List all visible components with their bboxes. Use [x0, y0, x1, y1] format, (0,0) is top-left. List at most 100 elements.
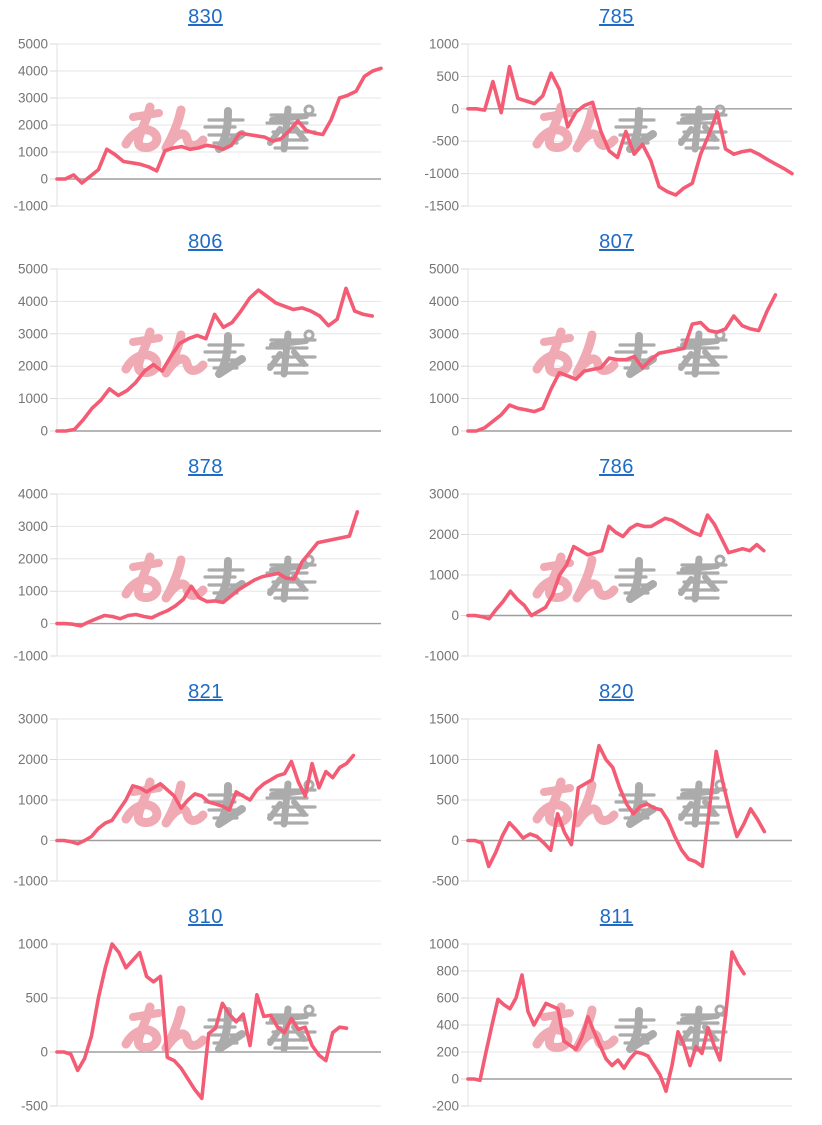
y-axis-tick-label: -500 [21, 1099, 48, 1114]
y-axis-tick-label: 0 [451, 1072, 459, 1087]
line-chart: 4000 3000 2000 1000 0 -1000 [13, 487, 381, 664]
chart-title-link[interactable]: 806 [188, 230, 223, 253]
y-axis-tick-label: 3000 [18, 519, 48, 534]
y-axis-tick-label: 1000 [429, 391, 459, 406]
data-line [466, 64, 794, 197]
y-axis-tick-label: -1000 [13, 874, 48, 889]
y-axis-tick-label: 0 [40, 172, 48, 187]
y-axis-tick-label: 2000 [18, 752, 48, 767]
y-axis-tick-label: 3000 [18, 712, 48, 727]
y-axis-tick-label: 0 [451, 424, 459, 439]
chart-title-link[interactable]: 807 [599, 230, 634, 253]
data-line [55, 286, 375, 433]
y-axis-tick-label: 0 [40, 1045, 48, 1060]
y-axis-tick-label: 2000 [429, 359, 459, 374]
data-line [466, 293, 778, 433]
y-axis-tick-label: 5000 [18, 262, 48, 277]
y-axis-tick-label: 0 [40, 833, 48, 848]
y-axis-tick-label: 500 [436, 793, 459, 808]
y-axis-tick-label: 500 [436, 69, 459, 84]
chart-cell-821: 821 3000 2000 1000 0 -1000 [0, 675, 411, 900]
chart-cell-820: 820 1500 1000 500 0 -500 [411, 675, 822, 900]
chart-title-link[interactable]: 878 [188, 455, 223, 478]
y-axis-tick-label: 1000 [18, 937, 48, 952]
chart-cell-811: 811 1000 800 600 400 200 0 -200 [411, 900, 822, 1125]
chart-title-link[interactable]: 785 [599, 5, 634, 28]
line-chart: 5000 4000 3000 2000 1000 0 [18, 262, 381, 439]
y-axis-tick-label: -1000 [424, 166, 459, 181]
y-axis-tick-label: 500 [25, 991, 48, 1006]
line-chart: 1000 800 600 400 200 0 -200 [429, 937, 792, 1114]
chart-cell-785: 785 1000 500 0 -500 -1000 -1500 [411, 0, 822, 225]
y-axis-tick-label: -500 [432, 874, 459, 889]
y-axis-tick-label: -1000 [13, 199, 48, 214]
chart-title-link[interactable]: 811 [599, 905, 634, 928]
line-chart: 1000 500 0 -500 [18, 937, 381, 1114]
y-axis-tick-label: 1000 [18, 391, 48, 406]
y-axis-tick-label: 0 [451, 833, 459, 848]
chart-title-link[interactable]: 810 [188, 905, 223, 928]
y-axis-tick-label: 5000 [429, 262, 459, 277]
y-axis-tick-label: 1000 [18, 145, 48, 160]
chart-title-link[interactable]: 820 [599, 680, 634, 703]
chart-cell-807: 807 5000 4000 3000 2000 1000 0 [411, 225, 822, 450]
y-axis-tick-label: 800 [436, 964, 459, 979]
watermark [537, 556, 726, 599]
y-axis-tick-label: -1000 [13, 649, 48, 664]
data-line [466, 950, 746, 1093]
line-chart: 3000 2000 1000 0 -1000 [13, 712, 381, 889]
chart-title-link[interactable]: 821 [188, 680, 223, 703]
y-axis-tick-label: 4000 [429, 294, 459, 309]
watermark [126, 106, 315, 149]
y-axis-tick-label: 3000 [429, 487, 459, 502]
chart-cell-810: 810 1000 500 0 -500 [0, 900, 411, 1125]
y-axis-tick-label: 2000 [18, 551, 48, 566]
y-axis-tick-label: 1500 [429, 712, 459, 727]
y-axis-tick-label: -1000 [424, 649, 459, 664]
y-axis-tick-label: 4000 [18, 64, 48, 79]
y-axis-tick-label: -500 [432, 134, 459, 149]
line-chart: 1000 500 0 -500 -1000 -1500 [424, 37, 794, 214]
chart-cell-830: 830 5000 4000 3000 2000 1000 0 -1000 [0, 0, 411, 225]
line-chart: 5000 4000 3000 2000 1000 0 -1000 [13, 37, 383, 214]
data-line [55, 753, 356, 846]
y-axis-tick-label: 4000 [18, 294, 48, 309]
chart-cell-806: 806 5000 4000 3000 2000 1000 0 [0, 225, 411, 450]
y-axis-tick-label: 1000 [429, 37, 459, 52]
data-line [55, 509, 360, 628]
y-axis-tick-label: 200 [436, 1045, 459, 1060]
chart-title-link[interactable]: 830 [188, 5, 223, 28]
line-chart: 1500 1000 500 0 -500 [429, 712, 792, 889]
y-axis-tick-label: 0 [40, 616, 48, 631]
y-axis-tick-label: 1000 [429, 568, 459, 583]
watermark [537, 781, 726, 824]
y-axis-tick-label: -200 [432, 1099, 459, 1114]
y-axis-tick-label: 0 [451, 101, 459, 116]
y-axis-tick-label: 3000 [18, 91, 48, 106]
watermark [537, 331, 726, 374]
chart-title-link[interactable]: 786 [599, 455, 634, 478]
y-axis-tick-label: 0 [40, 424, 48, 439]
y-axis-tick-label: 600 [436, 991, 459, 1006]
data-line [466, 743, 767, 869]
line-chart: 3000 2000 1000 0 -1000 [424, 487, 792, 664]
y-axis-tick-label: 1000 [18, 584, 48, 599]
y-axis-tick-label: 400 [436, 1018, 459, 1033]
data-line [55, 66, 383, 185]
y-axis-tick-label: 0 [451, 608, 459, 623]
y-axis-tick-label: 4000 [18, 487, 48, 502]
y-axis-tick-label: 5000 [18, 37, 48, 52]
y-axis-tick-label: 3000 [429, 326, 459, 341]
data-line [466, 513, 766, 621]
data-line [55, 942, 349, 1101]
y-axis-tick-label: 1000 [429, 937, 459, 952]
line-chart: 5000 4000 3000 2000 1000 0 [429, 262, 792, 439]
y-axis-tick-label: 3000 [18, 326, 48, 341]
y-axis-tick-label: 1000 [18, 793, 48, 808]
chart-cell-786: 786 3000 2000 1000 0 -1000 [411, 450, 822, 675]
y-axis-tick-label: 2000 [18, 359, 48, 374]
y-axis-tick-label: 2000 [18, 118, 48, 133]
y-axis-tick-label: 1000 [429, 752, 459, 767]
